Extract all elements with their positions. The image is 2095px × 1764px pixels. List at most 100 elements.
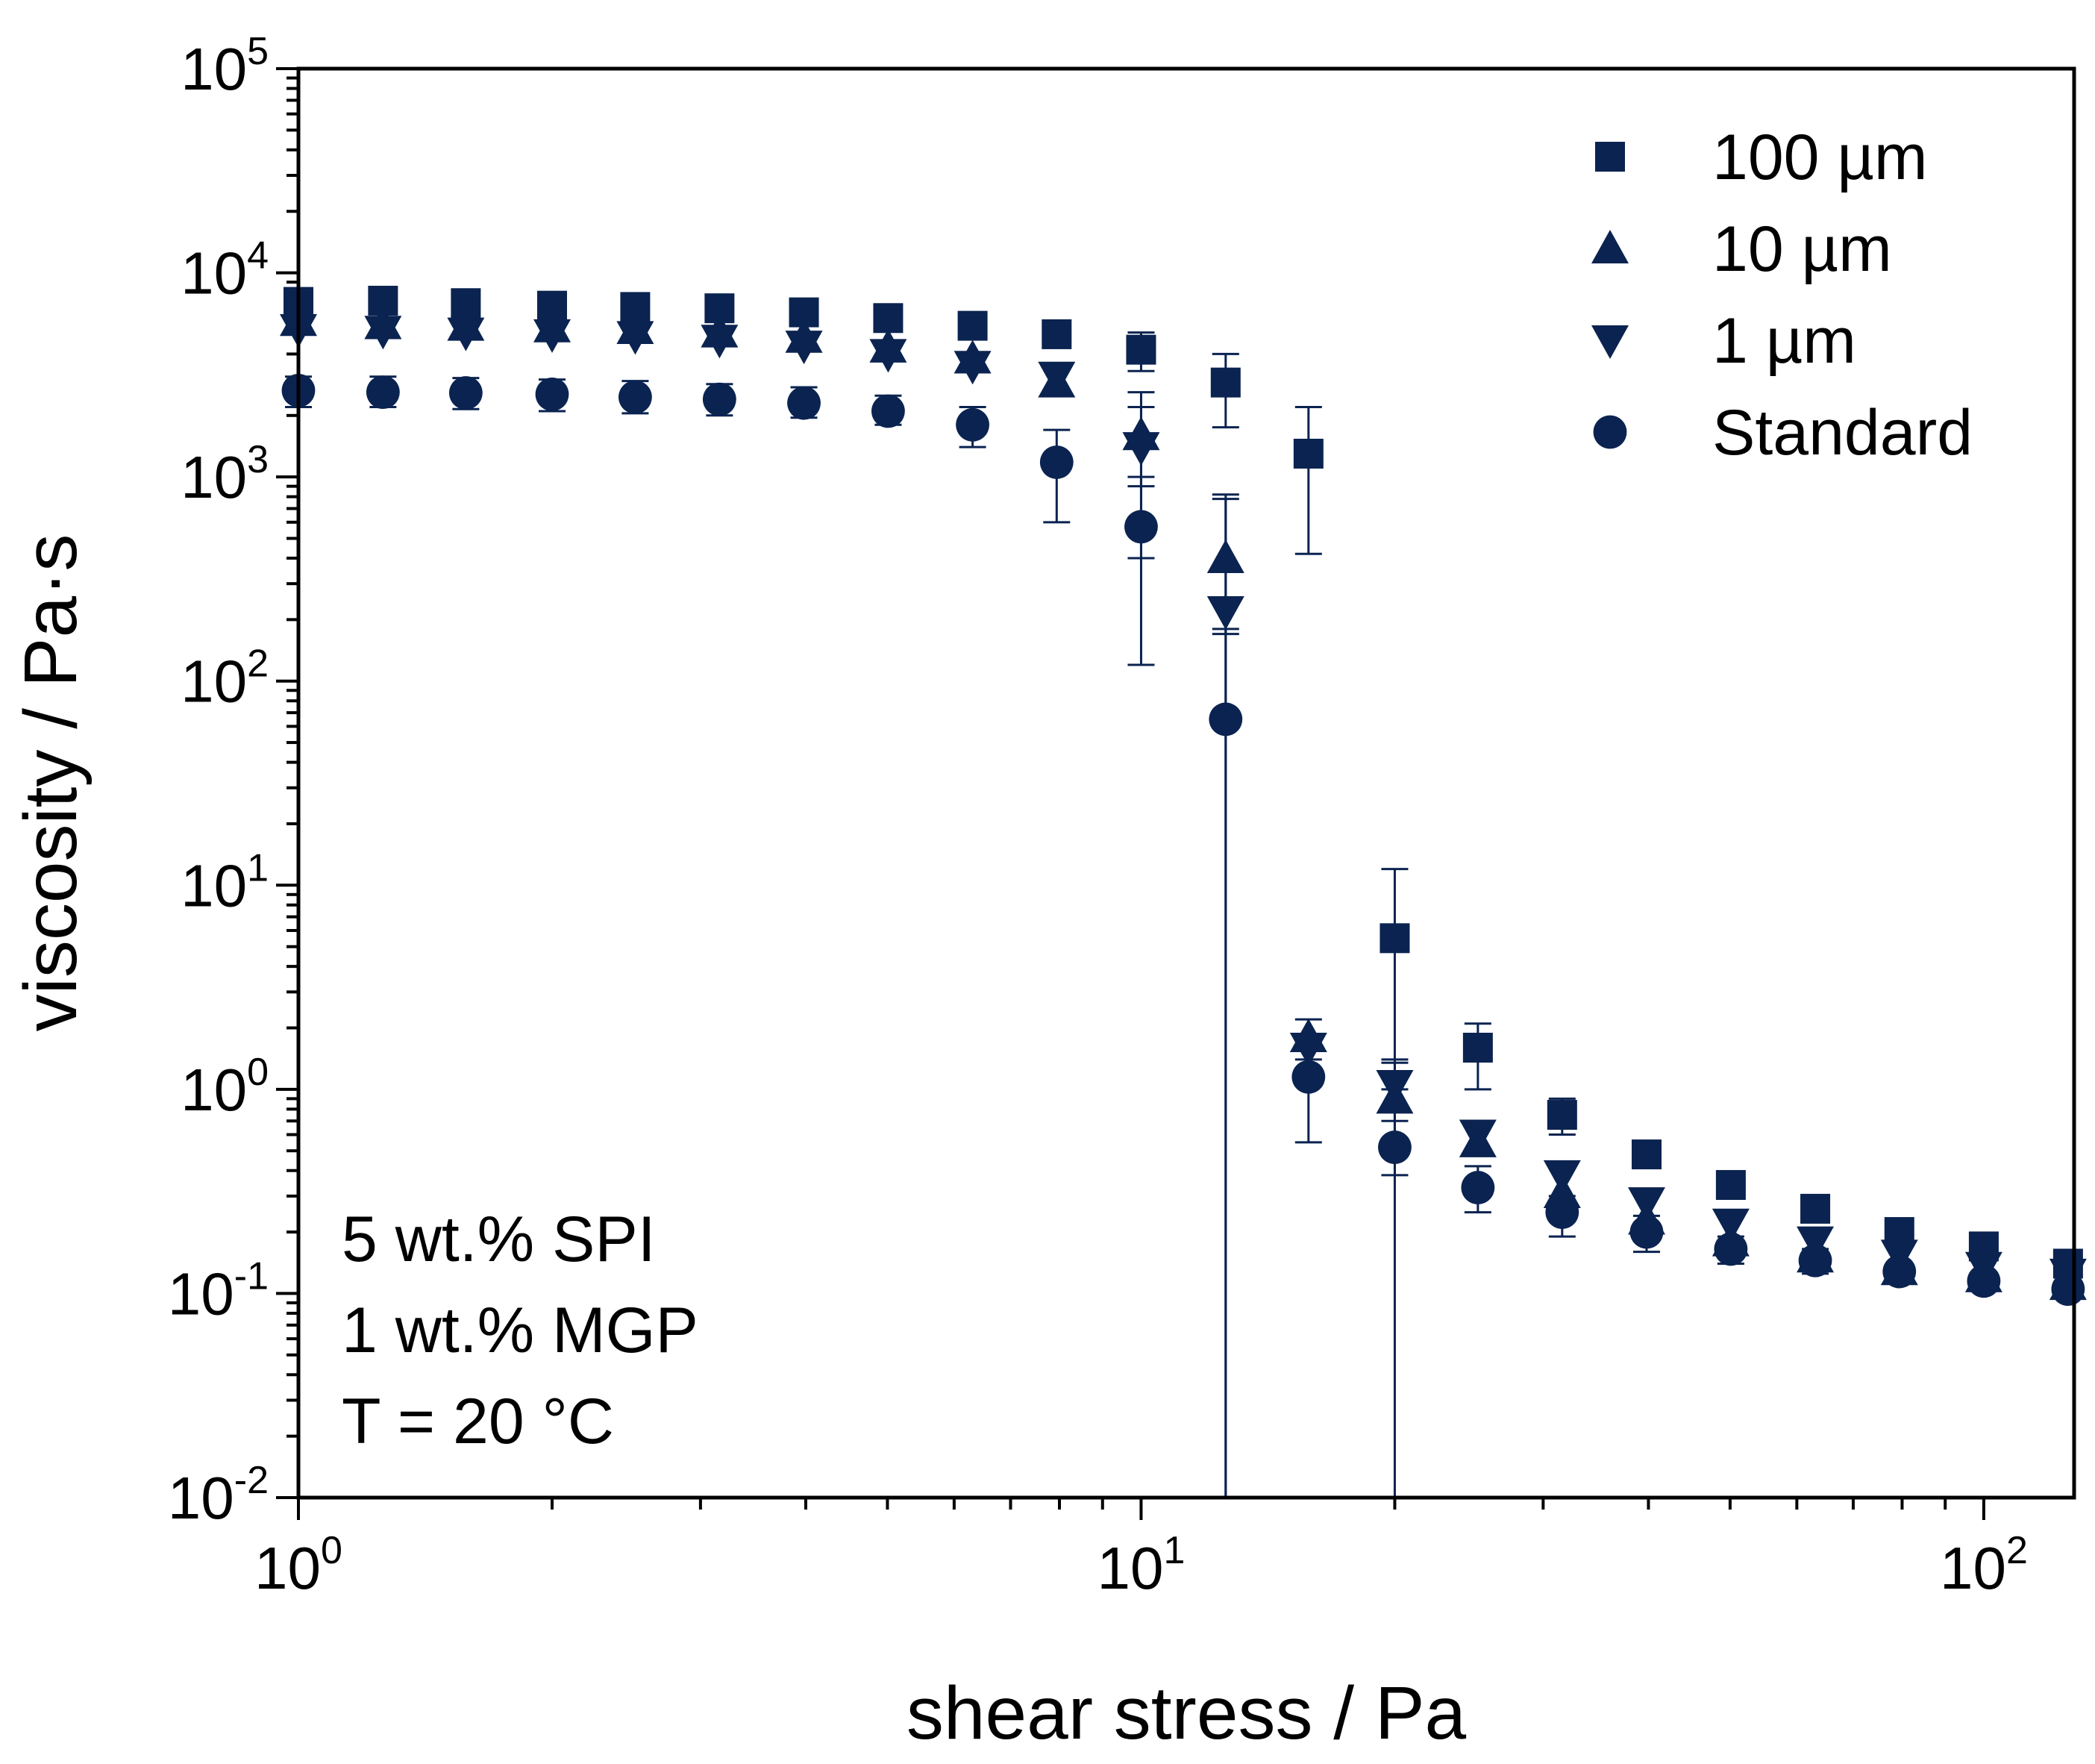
data-point <box>1206 539 1244 574</box>
data-point <box>447 317 485 351</box>
data-point <box>364 316 402 350</box>
legend-label: 10 µm <box>1712 213 1892 285</box>
data-point <box>1042 319 1072 349</box>
legend-label: Standard <box>1712 397 1973 469</box>
data-point <box>785 331 823 365</box>
tick-base: 10 <box>1940 1535 2006 1601</box>
annotation-concentration-mgp: 1 wt.% MGP <box>342 1295 698 1366</box>
x-tick-label: 102 <box>1940 1529 2028 1601</box>
plot-frame <box>296 66 2076 1500</box>
data-point <box>1712 1208 1750 1242</box>
y-tick-label: 103 <box>181 438 269 510</box>
data-point <box>871 394 905 428</box>
data-point <box>533 319 571 353</box>
data-point <box>1038 361 1076 395</box>
tick-base: 10 <box>181 1057 247 1123</box>
data-point <box>1462 1033 1493 1063</box>
tick-base: 10 <box>168 1465 234 1531</box>
tick-base: 10 <box>181 240 247 307</box>
tick-base: 10 <box>181 648 247 715</box>
data-point <box>953 351 992 385</box>
tick-exponent: 1 <box>247 846 269 889</box>
data-point <box>701 325 739 359</box>
tick-base: 10 <box>181 852 247 919</box>
data-point <box>1376 1070 1414 1104</box>
tick-exponent: 1 <box>1163 1529 1185 1572</box>
data-point <box>956 407 989 442</box>
data-point <box>2051 1272 2085 1307</box>
data-point <box>366 375 400 410</box>
data-point <box>1293 438 1324 469</box>
tick-base: 10 <box>181 444 247 510</box>
data-point <box>1545 1195 1579 1229</box>
data-point <box>1631 1139 1662 1170</box>
data-point <box>619 380 652 414</box>
y-tick-label: 104 <box>181 234 269 307</box>
data-point <box>1126 334 1156 365</box>
data-point <box>869 339 907 373</box>
y-tick-label: 102 <box>181 642 269 715</box>
data-point <box>616 321 654 355</box>
legend-label: 100 µm <box>1712 122 1928 193</box>
legend-marker <box>1591 325 1629 359</box>
tick-exponent: 5 <box>247 30 269 73</box>
tick-exponent: 3 <box>247 438 269 481</box>
data-point <box>1206 596 1244 631</box>
tick-exponent: -1 <box>234 1254 269 1298</box>
axis-ticks <box>276 67 1985 1520</box>
tick-exponent: 2 <box>247 642 269 686</box>
annotation-concentration-spi: 5 wt.% SPI <box>342 1204 656 1275</box>
data-point <box>448 376 483 410</box>
data-point <box>1547 1100 1577 1130</box>
data-point <box>1629 1215 1664 1249</box>
y-tick-label: 101 <box>181 846 269 919</box>
tick-exponent: 2 <box>2006 1529 2028 1572</box>
legend-marker <box>1593 415 1627 449</box>
x-axis-title: shear stress / Pa <box>906 1671 1467 1755</box>
data-point <box>787 386 821 420</box>
data-point <box>1800 1193 1831 1224</box>
data-point <box>1459 1119 1497 1154</box>
tick-exponent: -2 <box>234 1459 269 1502</box>
y-tick-label: 10-1 <box>168 1254 269 1327</box>
legend-marker <box>1591 230 1629 263</box>
legend-marker <box>1595 142 1625 172</box>
tick-base: 10 <box>1097 1535 1164 1601</box>
x-tick-label: 100 <box>254 1529 342 1601</box>
data-point <box>1714 1232 1748 1266</box>
data-point <box>957 310 988 341</box>
data-point <box>1039 445 1074 479</box>
data-point <box>873 303 904 334</box>
y-axis-title: viscosity / Pa·s <box>9 534 93 1032</box>
data-point <box>535 377 569 411</box>
data-point <box>702 382 736 416</box>
annotation-temperature: T = 20 °C <box>342 1386 614 1457</box>
x-tick-label: 101 <box>1097 1529 1186 1601</box>
data-point <box>1380 923 1410 954</box>
data-point <box>1122 432 1160 466</box>
legend: 100 µm 10 µm 1 µm Standard <box>1591 122 1973 469</box>
tick-base: 10 <box>254 1535 321 1601</box>
data-point <box>1289 1033 1327 1067</box>
data-point <box>1210 367 1241 398</box>
tick-base: 10 <box>181 36 247 102</box>
legend-label: 1 µm <box>1712 305 1856 377</box>
data-point <box>1543 1160 1581 1194</box>
y-tick-label: 100 <box>181 1051 269 1123</box>
tick-base: 10 <box>168 1260 234 1327</box>
tick-exponent: 4 <box>247 234 269 278</box>
data-point <box>1798 1243 1832 1277</box>
data-point <box>1461 1171 1495 1204</box>
data-point <box>1882 1254 1917 1289</box>
data-point <box>1378 1130 1412 1164</box>
y-tick-label: 10-2 <box>168 1459 269 1531</box>
data-point <box>1797 1226 1835 1260</box>
data-point <box>1967 1264 2001 1298</box>
data-point <box>1291 1060 1326 1094</box>
data-point <box>1209 702 1243 736</box>
tick-exponent: 0 <box>321 1529 342 1572</box>
data-point <box>1627 1187 1665 1222</box>
data-point <box>1124 510 1158 544</box>
